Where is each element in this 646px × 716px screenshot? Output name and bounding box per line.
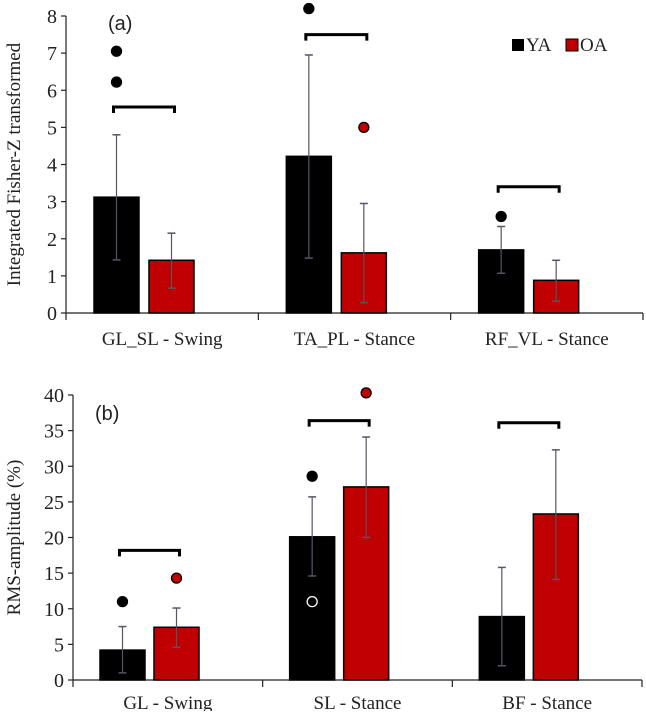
y-tick-label: 4 bbox=[47, 155, 57, 177]
y-tick-label: 15 bbox=[44, 563, 64, 585]
x-category-label: RF_VL - Stance bbox=[485, 329, 609, 350]
significance-bracket bbox=[496, 185, 561, 193]
y-tick-label: 20 bbox=[44, 528, 64, 550]
outlier-point bbox=[303, 2, 315, 15]
panel-label: (a) bbox=[108, 13, 132, 35]
x-category-label: BF - Stance bbox=[502, 693, 592, 711]
legend: YA OA bbox=[512, 35, 608, 56]
panel-b-chart: 0 5 10 15 20 25 30 35 40 RMS-amplitude (%) (b) GL -… bbox=[4, 385, 643, 714]
y-axis-label: Integrated Fisher-Z transformed bbox=[4, 42, 25, 286]
y-tick-label: 5 bbox=[54, 634, 64, 656]
legend-label-ya: YA bbox=[526, 35, 552, 56]
legend-swatch-ya bbox=[512, 39, 524, 51]
outlier-point bbox=[170, 572, 183, 584]
y-tick-label: 7 bbox=[47, 43, 57, 65]
outlier-point bbox=[360, 387, 372, 399]
y-tick-label: 2 bbox=[47, 229, 57, 251]
x-category-label: GL - Swing bbox=[123, 693, 213, 711]
outlier-point bbox=[110, 45, 123, 57]
y-tick-label: 1 bbox=[47, 266, 57, 288]
x-category-label: GL_SL - Swing bbox=[102, 329, 223, 350]
y-tick-label: 30 bbox=[44, 456, 64, 478]
outlier-point bbox=[495, 210, 507, 223]
significance-bracket bbox=[307, 419, 371, 427]
y-tick-label: 40 bbox=[44, 385, 64, 407]
x-category-label: TA_PL - Stance bbox=[294, 329, 415, 350]
outlier-point bbox=[306, 470, 318, 482]
y-tick-label: 0 bbox=[47, 303, 57, 325]
y-tick-label: 6 bbox=[47, 80, 57, 102]
y-axis-label: RMS-amplitude (%) bbox=[4, 460, 25, 616]
outlier-point bbox=[358, 121, 370, 134]
y-tick-label: 25 bbox=[44, 492, 64, 514]
outlier-point bbox=[306, 595, 318, 608]
legend-label-oa: OA bbox=[580, 35, 608, 56]
outlier-point bbox=[110, 76, 123, 88]
legend-swatch-oa bbox=[565, 38, 579, 52]
panel-a-chart: 0 1 2 3 4 5 6 7 8 Integrated Fisher-Z transformed… bbox=[4, 2, 644, 350]
significance-bracket bbox=[112, 105, 176, 113]
panel-label: (b) bbox=[95, 403, 119, 425]
y-tick-label: 3 bbox=[47, 192, 57, 214]
significance-bracket bbox=[304, 33, 369, 41]
significance-bracket bbox=[118, 548, 181, 557]
significance-bracket bbox=[497, 421, 561, 429]
y-tick-label: 10 bbox=[44, 599, 64, 621]
y-tick-label: 35 bbox=[44, 421, 64, 443]
y-tick-label: 5 bbox=[47, 117, 57, 139]
y-tick-label: 8 bbox=[47, 6, 57, 28]
y-tick-label: 0 bbox=[54, 670, 64, 692]
x-category-label: SL - Stance bbox=[314, 693, 402, 711]
outlier-point bbox=[116, 595, 129, 608]
